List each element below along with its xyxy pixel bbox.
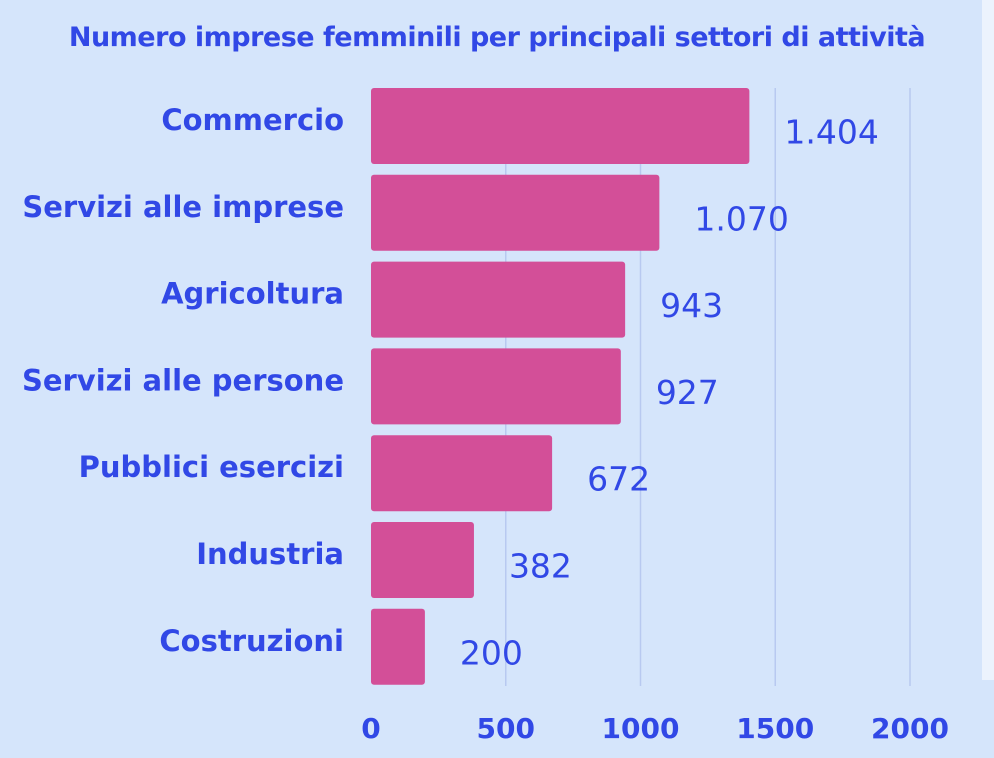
bar	[371, 88, 750, 164]
x-tick-label: 1000	[602, 712, 680, 745]
bar	[371, 174, 660, 251]
bar	[371, 608, 425, 685]
value-labels: 1.404 1.070 943 927 672 382 200	[460, 113, 879, 673]
bar	[371, 348, 621, 425]
value-label: 672	[587, 460, 650, 499]
category-labels: Commercio Servizi alle imprese Agricoltura…	[22, 103, 344, 658]
category-label: Costruzioni	[159, 624, 344, 658]
bar	[371, 435, 553, 512]
bar	[371, 522, 474, 598]
x-tick-label: 0	[361, 712, 380, 745]
category-label: Pubblici esercizi	[79, 450, 344, 484]
panel-edge	[982, 0, 994, 680]
category-label: Commercio	[161, 103, 344, 137]
category-label: Agricoltura	[161, 277, 344, 311]
value-label: 927	[656, 373, 719, 412]
category-label: Servizi alle imprese	[22, 190, 344, 224]
x-tick-label: 2000	[871, 712, 949, 745]
bar	[371, 261, 626, 338]
value-label: 943	[660, 286, 723, 325]
value-label: 200	[460, 633, 523, 672]
value-label: 1.404	[784, 113, 878, 152]
value-label: 382	[509, 547, 572, 586]
category-label: Industria	[196, 537, 344, 571]
x-axis-ticks: 0 500 1000 1500 2000	[361, 712, 949, 745]
category-label: Servizi alle persone	[22, 363, 344, 397]
bars	[371, 88, 750, 685]
value-label: 1.070	[694, 199, 788, 238]
x-tick-label: 500	[477, 712, 535, 745]
x-tick-label: 1500	[736, 712, 814, 745]
chart-title: Numero imprese femminili per principali …	[68, 22, 926, 53]
